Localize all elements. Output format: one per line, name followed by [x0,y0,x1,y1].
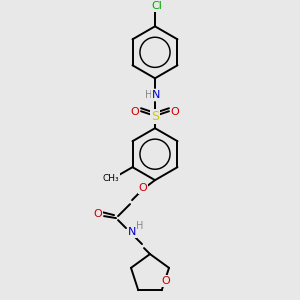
Text: N: N [152,90,160,100]
Text: O: O [161,276,170,286]
Text: O: O [171,107,179,117]
Text: O: O [130,107,140,117]
Text: CH₃: CH₃ [103,174,119,183]
Text: H: H [145,90,153,100]
Text: N: N [128,227,136,237]
Text: H: H [136,221,144,231]
Text: S: S [151,110,159,123]
Text: O: O [139,183,147,193]
Text: Cl: Cl [152,2,162,11]
Text: O: O [94,209,102,219]
